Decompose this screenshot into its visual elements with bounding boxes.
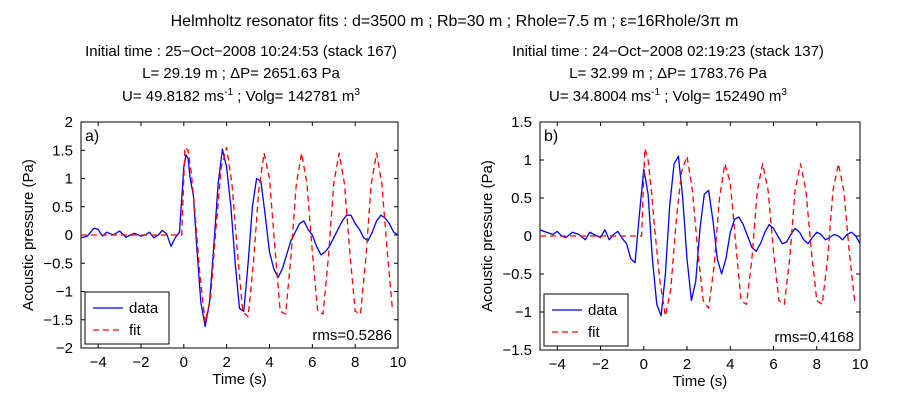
x-tick-label: 8: [813, 356, 821, 373]
y-axis-label: Acoustic pressure (Pa): [479, 160, 496, 312]
plot-lines: [540, 147, 860, 317]
panel-header-line: U= 49.8182 ms-1 ; Volg= 142781 m3: [122, 87, 360, 105]
legend-label: data: [588, 302, 618, 319]
figure-title: Helmholtz resonator fits : d=3500 m ; Rb…: [171, 13, 739, 30]
superscript: 3: [354, 87, 360, 98]
x-tick-label: 10: [852, 356, 869, 373]
y-tick-label: 2: [65, 114, 73, 131]
panel-label: b): [544, 128, 558, 145]
x-tick-label: 0: [640, 356, 648, 373]
legend-label: fit: [588, 324, 601, 341]
x-tick-label: 6: [308, 354, 316, 371]
legend-label: fit: [129, 322, 142, 339]
x-tick-label: 4: [265, 354, 273, 371]
series-line-fit: [540, 147, 856, 317]
y-tick-label: 0: [65, 227, 73, 244]
y-axis-label: Acoustic pressure (Pa): [20, 159, 37, 311]
x-axis-label: Time (s): [212, 371, 266, 388]
x-tick-label: 10: [390, 354, 407, 371]
plot-lines: [81, 146, 398, 328]
series-line-fit: [81, 146, 394, 324]
panel-header-line: L= 29.19 m ; ΔP= 2651.63 Pa: [142, 65, 340, 82]
y-tick-label: −0.5: [43, 255, 73, 272]
panel-label: a): [85, 128, 99, 145]
panel-header-line: L= 32.99 m ; ΔP= 1783.76 Pa: [569, 65, 767, 82]
y-tick-label: −1.5: [502, 342, 532, 359]
panel-a: Initial time : 25−Oct−2008 10:24:53 (sta…: [20, 43, 406, 388]
x-axis-label: Time (s): [673, 373, 727, 390]
y-tick-label: 1.5: [52, 142, 73, 159]
panel-b: Initial time : 24−Oct−2008 02:19:23 (sta…: [479, 43, 868, 390]
legend-box: [543, 293, 629, 347]
y-tick-label: −2: [56, 340, 73, 357]
panel-header-line: Initial time : 25−Oct−2008 10:24:53 (sta…: [85, 43, 397, 60]
x-tick-label: 0: [180, 354, 188, 371]
rms-annotation: rms=0.5286: [312, 327, 392, 344]
y-tick-label: −1.5: [43, 312, 73, 329]
superscript: -1: [651, 87, 660, 98]
x-tick-label: 2: [222, 354, 230, 371]
x-tick-label: −2: [132, 354, 149, 371]
x-tick-label: −2: [592, 356, 609, 373]
y-tick-label: −1: [56, 284, 73, 301]
header-text-part: U= 49.8182 ms: [122, 88, 224, 105]
legend-label: data: [129, 300, 159, 317]
y-tick-label: 1: [65, 171, 73, 188]
y-tick-label: 1: [524, 152, 532, 169]
y-tick-label: −1: [515, 304, 532, 321]
series-line-data: [540, 155, 860, 317]
superscript: 3: [781, 87, 787, 98]
x-tick-label: 8: [351, 354, 359, 371]
superscript: -1: [224, 87, 233, 98]
x-tick-label: 2: [683, 356, 691, 373]
header-text-part: ; Volg= 142781 m: [233, 88, 354, 105]
y-tick-label: 0.5: [52, 199, 73, 216]
x-tick-label: −4: [90, 354, 107, 371]
x-tick-label: 6: [769, 356, 777, 373]
y-tick-label: 0: [524, 228, 532, 245]
y-tick-label: −0.5: [502, 266, 532, 283]
header-text-part: U= 34.8004 ms: [549, 88, 651, 105]
panel-header-line: Initial time : 24−Oct−2008 02:19:23 (sta…: [512, 43, 824, 60]
rms-annotation: rms=0.4168: [774, 329, 854, 346]
y-tick-label: 0.5: [511, 190, 532, 207]
x-tick-label: 4: [726, 356, 734, 373]
header-text-part: ; Volg= 152490 m: [660, 88, 781, 105]
legend-box: [84, 291, 170, 345]
x-tick-label: −4: [549, 356, 566, 373]
panel-header-line: U= 34.8004 ms-1 ; Volg= 152490 m3: [549, 87, 787, 105]
y-tick-label: 1.5: [511, 114, 532, 131]
